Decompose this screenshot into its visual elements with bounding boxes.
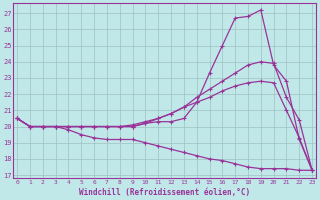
X-axis label: Windchill (Refroidissement éolien,°C): Windchill (Refroidissement éolien,°C) — [79, 188, 250, 197]
